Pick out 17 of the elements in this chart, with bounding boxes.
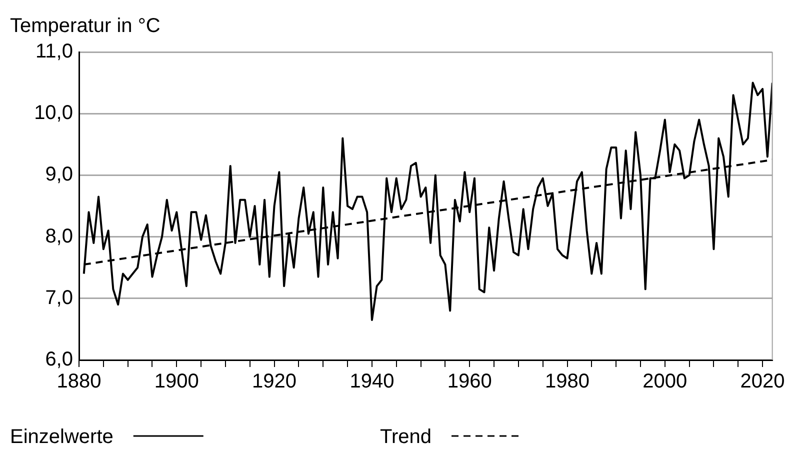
y-tick-label: 7,0 bbox=[45, 286, 73, 309]
y-tick-label: 10,0 bbox=[34, 102, 73, 124]
x-tick-label: 2020 bbox=[740, 370, 785, 393]
y-tick-label: 11,0 bbox=[36, 40, 73, 63]
x-tick-label: 1940 bbox=[350, 370, 394, 393]
y-tick-label: 9,0 bbox=[45, 164, 73, 186]
x-tick-label: 1980 bbox=[545, 370, 590, 393]
y-axis-title: Temperatur in °C bbox=[10, 15, 160, 37]
legend-label: Trend bbox=[380, 426, 432, 448]
x-tick-label: 1960 bbox=[447, 370, 492, 393]
y-tick-label: 8,0 bbox=[45, 225, 73, 248]
y-tick-label: 6,0 bbox=[45, 348, 73, 371]
x-tick-label: 1900 bbox=[154, 370, 199, 393]
x-tick-label: 1880 bbox=[56, 370, 102, 393]
legend-label: Einzelwerte bbox=[10, 426, 114, 448]
x-tick-label: 1920 bbox=[252, 370, 297, 393]
x-tick-label: 2000 bbox=[642, 370, 688, 393]
